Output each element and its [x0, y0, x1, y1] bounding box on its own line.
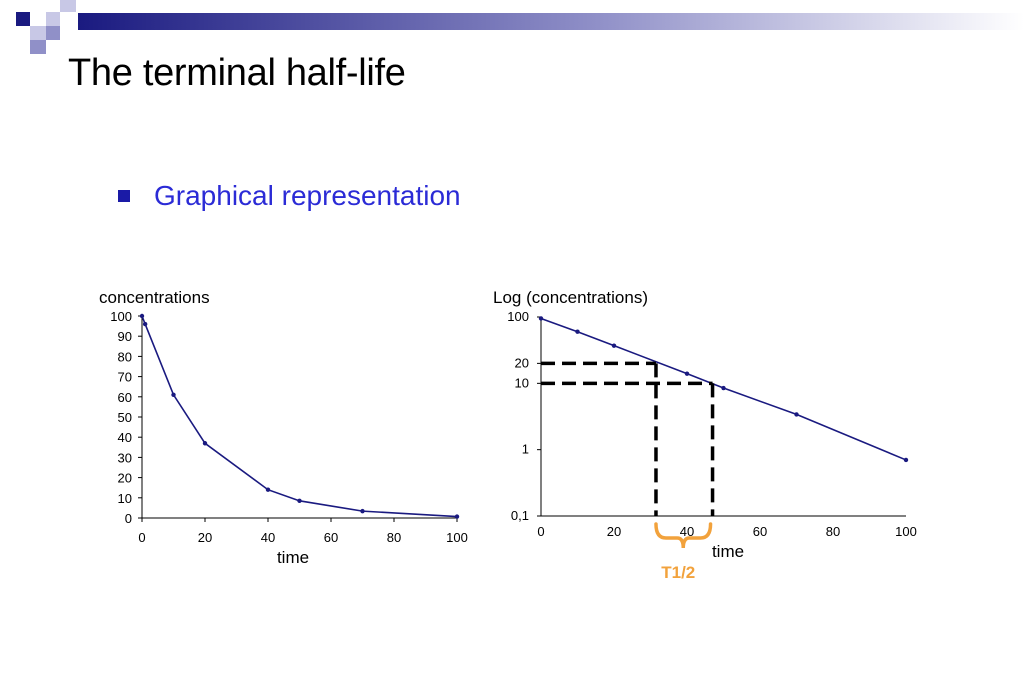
title-decoration	[16, 0, 1024, 54]
y-tick-label: 10	[118, 491, 132, 506]
data-point	[202, 441, 208, 446]
bullet-square-icon	[118, 190, 130, 202]
x-tick-label: 100	[895, 524, 917, 539]
data-point	[142, 321, 148, 327]
data-point	[139, 313, 145, 319]
y-tick-label: 40	[118, 430, 132, 445]
x-tick-label: 100	[446, 530, 468, 545]
deco-square-5	[46, 26, 60, 40]
data-point	[360, 508, 365, 514]
x-tick-label: 40	[680, 524, 694, 539]
y-tick-label: 80	[118, 349, 132, 364]
y-axis-label: Log (concentrations)	[493, 288, 648, 307]
x-axis-label: time	[277, 548, 309, 567]
y-tick-label: 1	[522, 442, 529, 457]
bullet-text: Graphical representation	[154, 180, 461, 211]
x-tick-label: 20	[198, 530, 212, 545]
halflife-label: T1/2	[661, 563, 695, 582]
x-tick-label: 0	[537, 524, 544, 539]
x-tick-label: 80	[387, 530, 401, 545]
data-point	[171, 392, 176, 397]
data-point	[575, 329, 580, 334]
y-tick-label: 100	[507, 309, 529, 324]
x-axis-label: time	[712, 542, 744, 561]
x-tick-label: 60	[324, 530, 338, 545]
y-tick-label: 0,1	[511, 508, 529, 523]
data-point	[721, 385, 726, 391]
data-point	[265, 487, 271, 492]
y-tick-label: 10	[515, 375, 529, 390]
y-tick-label: 0	[125, 511, 132, 526]
data-point	[454, 514, 460, 519]
deco-square-3	[60, 0, 76, 12]
data-point	[538, 316, 544, 321]
halflife-brace	[654, 522, 713, 549]
deco-square-1	[16, 12, 30, 26]
y-tick-label: 70	[118, 370, 132, 385]
x-tick-label: 0	[138, 530, 145, 545]
y-tick-label: 20	[118, 471, 132, 486]
y-tick-label: 30	[118, 450, 132, 465]
data-point	[611, 343, 617, 348]
y-tick-label: 100	[110, 309, 132, 324]
deco-square-4	[30, 26, 46, 40]
deco-square-6	[30, 40, 46, 54]
title-gradient-bar	[78, 13, 1024, 30]
data-point	[794, 412, 799, 417]
y-tick-label: 60	[118, 390, 132, 405]
y-tick-label: 20	[515, 355, 529, 370]
x-tick-label: 80	[826, 524, 840, 539]
data-point	[684, 371, 690, 376]
y-tick-label: 50	[118, 410, 132, 425]
series-line	[141, 315, 458, 518]
x-tick-label: 20	[607, 524, 621, 539]
y-axis-label: concentrations	[99, 288, 210, 307]
slide-title: The terminal half-life	[68, 52, 406, 94]
x-tick-label: 60	[753, 524, 767, 539]
data-point	[903, 457, 909, 463]
deco-square-2	[46, 12, 60, 26]
y-tick-label: 90	[118, 329, 132, 344]
data-point	[297, 498, 302, 504]
x-tick-label: 40	[261, 530, 275, 545]
